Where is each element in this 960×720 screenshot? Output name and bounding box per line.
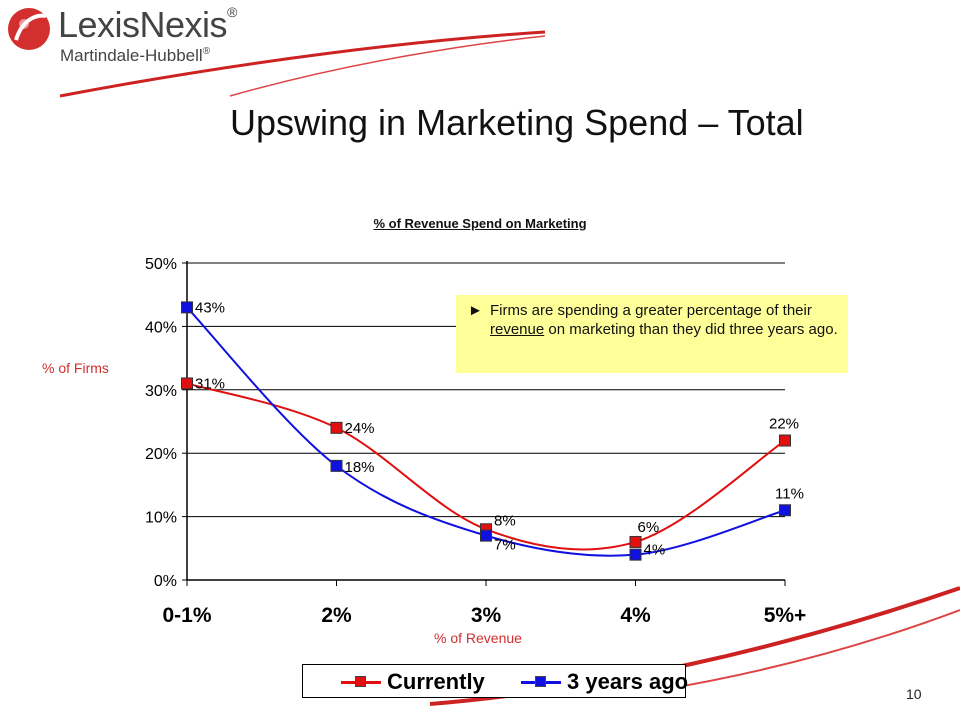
- x-axis-label: % of Revenue: [434, 630, 522, 646]
- data-point-marker: [330, 459, 343, 472]
- callout-box: ► Firms are spending a greater percentag…: [456, 295, 848, 373]
- x-tick-label: 2%: [321, 604, 352, 627]
- y-tick-label: 20%: [145, 446, 177, 463]
- y-axis-label: % of Firms: [42, 360, 109, 376]
- data-point-marker: [480, 529, 492, 542]
- data-label: 31%: [195, 375, 225, 392]
- data-point-marker: [181, 377, 193, 390]
- page-number: 10: [906, 686, 922, 702]
- legend-square-marker-icon: [355, 676, 366, 687]
- data-label: 18%: [345, 459, 375, 476]
- x-tick-label: 3%: [471, 604, 502, 627]
- legend-square-marker-icon: [535, 676, 546, 687]
- logo-subtitle: Martindale-Hubbell®: [60, 46, 211, 65]
- data-point-marker: [330, 421, 343, 434]
- chart-legend: Currently 3 years ago: [302, 664, 689, 698]
- x-tick-label: 4%: [620, 604, 651, 627]
- y-tick-label: 10%: [145, 510, 177, 527]
- data-point-marker: [779, 504, 791, 517]
- data-label: 24%: [345, 420, 375, 437]
- data-label: 43%: [195, 299, 225, 316]
- data-label: 4%: [644, 542, 666, 559]
- chart-title: % of Revenue Spend on Marketing: [373, 216, 587, 231]
- data-point-marker: [629, 535, 642, 548]
- data-label: 11%: [775, 485, 804, 502]
- callout-text: Firms are spending a greater percentage …: [490, 302, 838, 338]
- data-label: 7%: [494, 537, 516, 554]
- y-tick-label: 40%: [145, 319, 177, 336]
- x-tick-label: 0-1%: [162, 604, 211, 627]
- legend-label: 3 years ago: [567, 669, 689, 694]
- data-point-marker: [181, 301, 193, 314]
- y-tick-label: 0%: [154, 573, 177, 590]
- data-label: 8%: [494, 512, 516, 529]
- data-point-marker: [629, 548, 642, 561]
- data-point-marker: [779, 434, 791, 447]
- data-label: 22%: [769, 416, 799, 433]
- bullet-arrow-icon: ►: [468, 302, 483, 319]
- legend-label: Currently: [387, 669, 485, 694]
- y-tick-label: 50%: [145, 256, 177, 273]
- x-tick-label: 5%+: [764, 604, 807, 627]
- logo-brand: LexisNexis®: [58, 4, 237, 45]
- lexisnexis-logo-icon: [8, 8, 50, 50]
- data-label: 6%: [638, 519, 660, 536]
- slide-title: Upswing in Marketing Spend – Total: [230, 102, 804, 143]
- y-tick-label: 30%: [145, 383, 177, 400]
